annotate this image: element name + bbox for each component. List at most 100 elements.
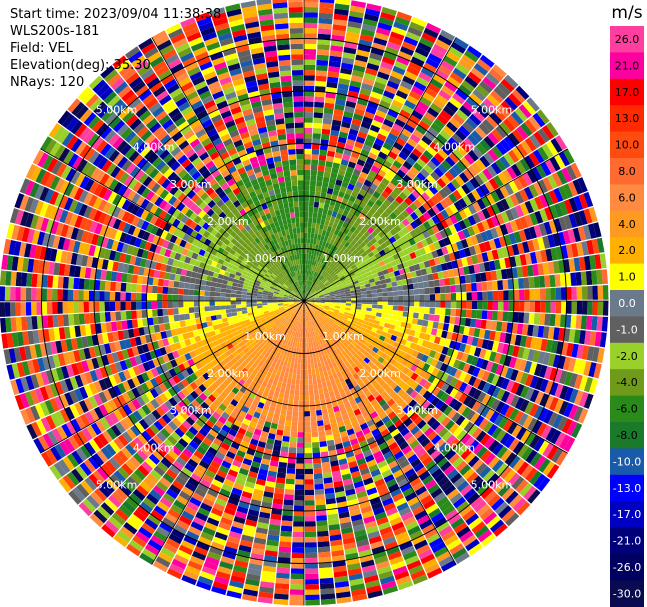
velocity-gate [464, 318, 472, 327]
velocity-gate [479, 80, 493, 94]
velocity-gate [444, 278, 451, 286]
velocity-gate [319, 304, 325, 307]
velocity-gate [383, 118, 394, 128]
velocity-gate [319, 294, 325, 297]
velocity-gate [392, 286, 398, 292]
velocity-gate [554, 368, 563, 383]
velocity-gate [376, 207, 385, 215]
velocity-gate [339, 226, 346, 233]
velocity-gate [304, 112, 314, 118]
velocity-gate [372, 259, 379, 265]
velocity-gate [355, 54, 369, 63]
velocity-gate [430, 195, 440, 205]
velocity-gate [397, 230, 405, 238]
velocity-gate [578, 193, 589, 209]
velocity-gate [511, 267, 518, 279]
velocity-gate [356, 231, 364, 239]
velocity-gate [398, 132, 410, 143]
velocity-gate [512, 278, 519, 290]
velocity-gate [314, 101, 324, 108]
velocity-gate [405, 322, 412, 330]
velocity-gate [354, 314, 360, 319]
velocity-gate [377, 270, 384, 277]
velocity-gate [323, 253, 328, 259]
velocity-gate [321, 241, 327, 247]
velocity-gate [382, 269, 389, 275]
velocity-gate [332, 284, 338, 289]
velocity-gate [514, 191, 525, 204]
velocity-gate [317, 273, 321, 279]
velocity-gate [315, 286, 320, 291]
velocity-gate [560, 287, 567, 300]
velocity-gate [461, 292, 467, 301]
velocity-gate [323, 113, 333, 120]
velocity-gate [478, 242, 487, 253]
velocity-gate [402, 248, 410, 256]
velocity-gate [422, 91, 435, 103]
velocity-gate [357, 131, 368, 139]
velocity-gate [310, 288, 315, 294]
velocity-gate [453, 324, 460, 334]
velocity-gate [462, 121, 474, 134]
velocity-gate [528, 276, 535, 289]
velocity-gate [483, 329, 491, 340]
velocity-gate [375, 280, 381, 286]
velocity-gate [422, 211, 432, 221]
velocity-gate [435, 222, 444, 232]
velocity-gate [388, 271, 396, 278]
velocity-gate [414, 217, 423, 227]
velocity-gate [308, 269, 311, 276]
velocity-gate [346, 258, 353, 265]
velocity-gate [441, 85, 455, 97]
velocity-gate [305, 285, 308, 291]
velocity-gate [319, 295, 325, 298]
velocity-gate [394, 60, 408, 71]
velocity-gate [318, 23, 332, 30]
velocity-gate [413, 263, 421, 271]
velocity-gate [304, 33, 317, 39]
velocity-gate [395, 320, 402, 327]
velocity-gate [432, 43, 448, 55]
velocity-gate [318, 17, 333, 25]
velocity-gate [304, 154, 312, 160]
velocity-gate [390, 276, 397, 283]
velocity-gate [318, 229, 323, 235]
velocity-gate [449, 224, 458, 235]
velocity-gate [533, 181, 544, 196]
velocity-gate [329, 291, 335, 295]
velocity-gate [361, 184, 370, 192]
velocity-gate [324, 166, 332, 173]
velocity-gate [430, 171, 440, 181]
velocity-gate [318, 268, 323, 274]
velocity-gate [389, 211, 398, 220]
velocity-gate [513, 289, 520, 301]
velocity-gate [363, 237, 371, 245]
velocity-gate [533, 131, 546, 146]
velocity-gate [407, 283, 414, 290]
velocity-gate [418, 282, 424, 289]
velocity-gate [313, 249, 318, 256]
velocity-gate [351, 173, 359, 181]
velocity-gate [317, 33, 331, 40]
velocity-gate [366, 297, 373, 301]
velocity-gate [341, 239, 347, 246]
velocity-gate [471, 282, 477, 292]
velocity-gate [397, 113, 409, 124]
velocity-gate [457, 230, 466, 241]
velocity-gate [466, 192, 477, 204]
velocity-gate [304, 59, 316, 65]
velocity-gate [534, 210, 544, 224]
velocity-gate [320, 246, 325, 252]
velocity-gate [410, 271, 417, 278]
velocity-gate [492, 301, 499, 311]
velocity-gate [503, 152, 515, 166]
velocity-gate [363, 161, 373, 170]
velocity-gate [333, 184, 341, 191]
velocity-gate [416, 172, 426, 182]
velocity-gate [344, 311, 350, 316]
velocity-gate [568, 357, 577, 372]
velocity-gate [329, 257, 335, 263]
velocity-gate [369, 52, 383, 61]
velocity-gate [571, 301, 577, 315]
velocity-gate [321, 285, 326, 290]
